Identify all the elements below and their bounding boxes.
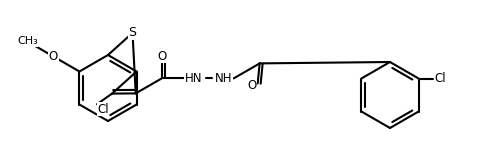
Text: S: S [128,26,136,39]
Text: O: O [247,79,256,92]
Text: O: O [49,50,58,63]
Text: Cl: Cl [435,72,447,85]
Text: CH₃: CH₃ [17,36,38,46]
Text: Cl: Cl [97,103,109,116]
Text: O: O [157,50,166,63]
Text: HN: HN [185,72,203,85]
Text: NH: NH [215,72,233,85]
